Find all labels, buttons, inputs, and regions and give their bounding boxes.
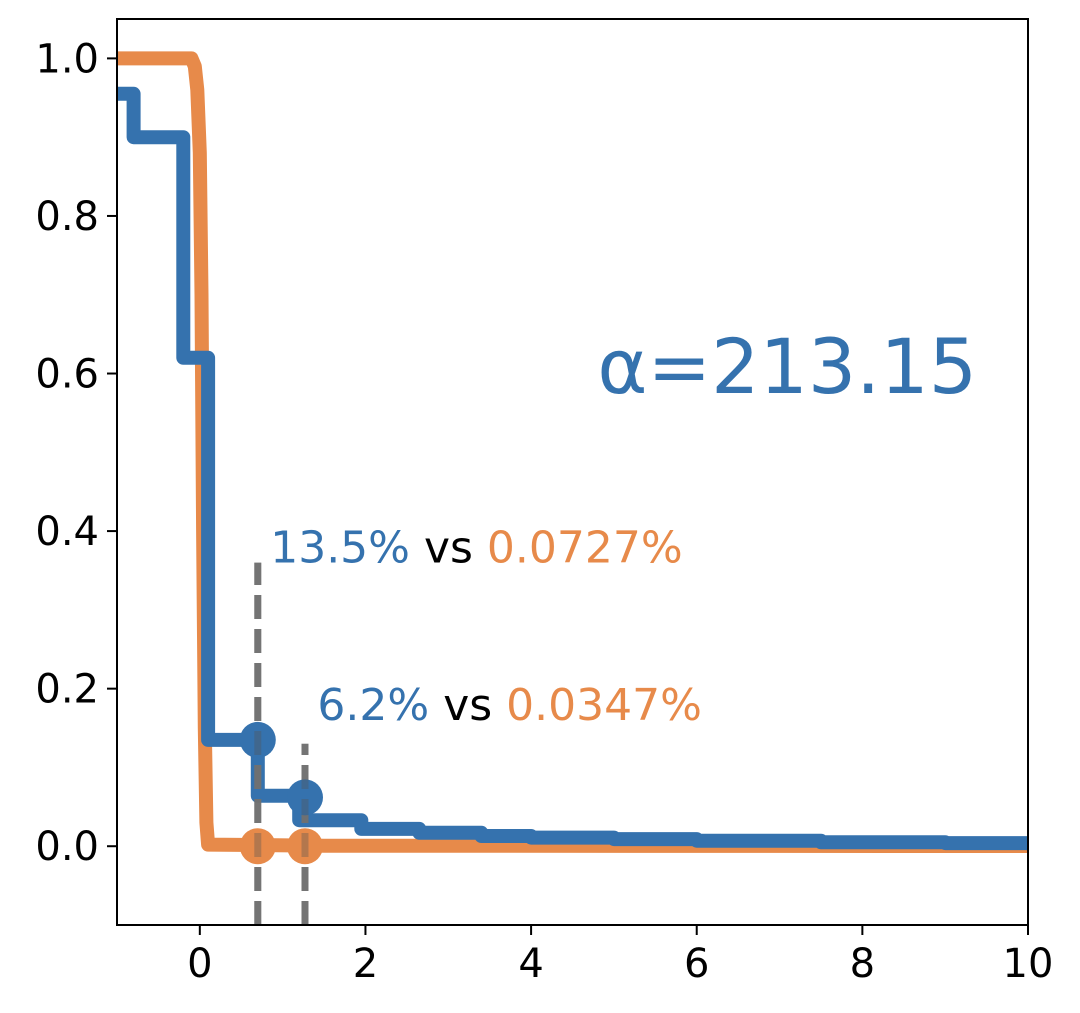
annotation-part: vs xyxy=(429,680,506,731)
annotation-part: 13.5% xyxy=(270,523,410,574)
series-line-0 xyxy=(117,86,1028,851)
plot-frame xyxy=(116,18,1029,926)
x-tick-label: 4 xyxy=(518,941,543,987)
annotation-part: 0.0727% xyxy=(487,523,683,574)
threshold-marker-0 xyxy=(239,721,276,758)
threshold-marker-3 xyxy=(286,828,323,865)
x-tick-label: 6 xyxy=(684,941,709,987)
series-layer xyxy=(117,51,1028,853)
y-tick-label: 0.4 xyxy=(35,509,99,555)
y-tick-label: 0.6 xyxy=(35,352,99,398)
y-tick-label: 0.2 xyxy=(35,667,99,713)
alpha-label: α=213.15 xyxy=(597,322,977,411)
tick-layer: 0 2 4 6 8 10 0.0 0.2 0.4 0.6 0.8 1.0 xyxy=(35,36,1053,987)
annotation-label-1: 6.2% vs 0.0347% xyxy=(317,680,702,731)
y-tick-label: 0.8 xyxy=(35,194,99,240)
annotation-part: vs xyxy=(410,523,487,574)
threshold-marker-2 xyxy=(239,828,276,865)
x-tick-label: 10 xyxy=(1003,941,1054,987)
x-tick-label: 0 xyxy=(187,941,212,987)
y-tick-label: 0.0 xyxy=(35,824,99,870)
annotation-layer: 13.5% vs 0.0727% 6.2% vs 0.0347% α=213.15 xyxy=(270,322,977,731)
annotation-part: 0.0347% xyxy=(506,680,702,731)
x-tick-label: 8 xyxy=(850,941,875,987)
threshold-marker-1 xyxy=(286,779,323,816)
y-tick-label: 1.0 xyxy=(35,36,99,82)
x-tick-label: 2 xyxy=(353,941,378,987)
annotation-part: 6.2% xyxy=(317,680,429,731)
marker-layer xyxy=(239,562,323,925)
annotation-label-0: 13.5% vs 0.0727% xyxy=(270,523,682,574)
